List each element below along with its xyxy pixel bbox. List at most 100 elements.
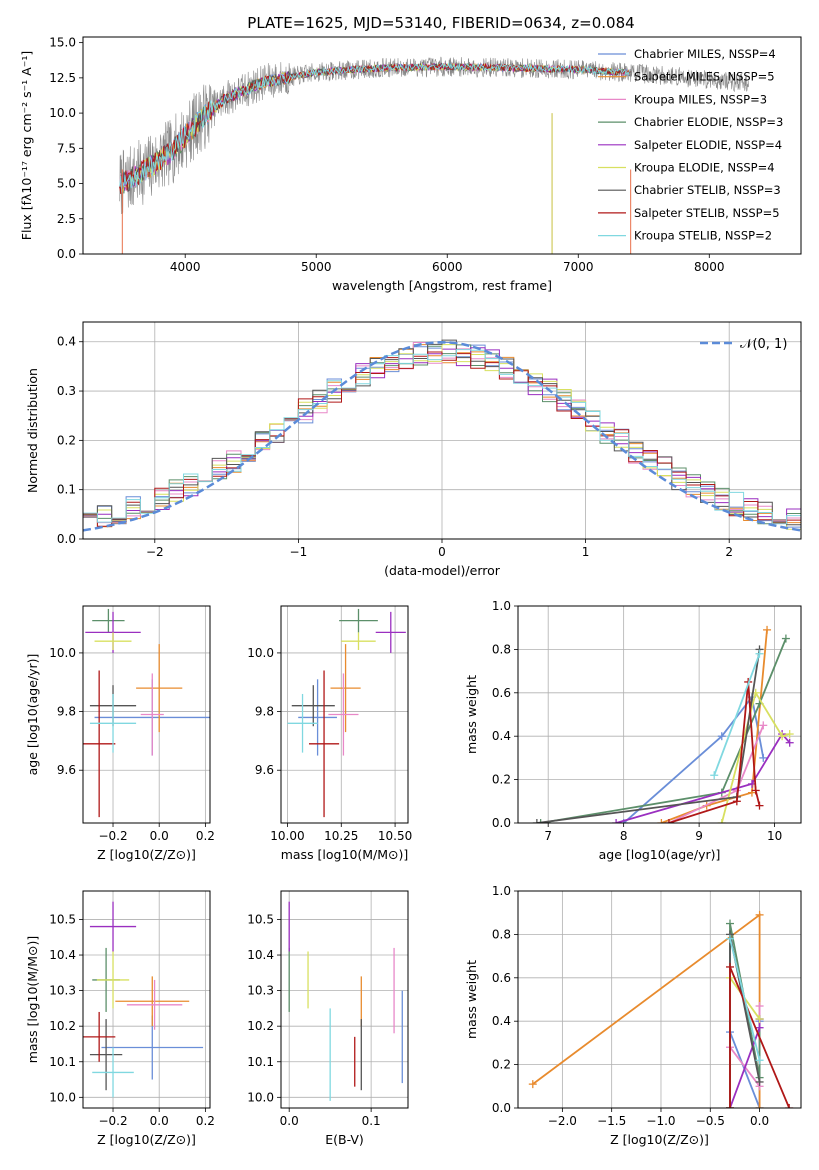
spectrum-legend: Chabrier MILES, NSSP=4 Salpeter MILES, NS… <box>598 47 783 243</box>
plus-marker <box>612 819 621 823</box>
legend-label: Kroupa MILES, NSSP=3 <box>634 92 767 106</box>
x-tick-label: 10.00 <box>270 829 304 843</box>
y-tick-label: 0.6 <box>492 686 511 700</box>
x-tick-label: 10.50 <box>378 829 412 843</box>
error-bar-point <box>89 1019 123 1091</box>
x-tick-label: 8000 <box>694 260 725 274</box>
plus-marker <box>726 919 735 928</box>
y-tick-label: 0.2 <box>492 773 511 787</box>
x-tick-label: 0 <box>438 545 446 559</box>
weight-vs-Z-plot-area <box>528 910 794 1108</box>
y-tick-label: 10.5 <box>49 912 76 926</box>
y-tick-label: 0.1 <box>57 483 76 497</box>
age-vs-mass-axes: 10.00 10.25 10.50 9.6 9.8 10.0 mass [log10(M/M… <box>247 605 412 862</box>
legend-label: Salpeter ELODIE, NSSP=4 <box>634 138 782 152</box>
y-axis-label: Flux [fλ10⁻¹⁷ erg cm⁻² s⁻¹ A⁻¹] <box>19 51 34 240</box>
error-bar-point <box>92 608 125 633</box>
x-tick-label: 0.0 <box>750 1114 769 1128</box>
axes-frame <box>82 890 211 1109</box>
plus-marker <box>528 1080 537 1089</box>
x-tick-label: 7000 <box>563 260 594 274</box>
x-tick-label: −2.0 <box>548 1114 577 1128</box>
weight-vs-Z-axes: −2.0 −1.5 −1.0 −0.5 0.0 0.0 0.2 0.4 0.6 0.8 1.0 Z [… <box>464 884 802 1147</box>
x-axis-label: Z [log10(Z/Z⊙)] <box>97 1132 196 1147</box>
x-tick-label: −0.2 <box>98 1114 127 1128</box>
y-tick-label: 9.8 <box>57 705 76 719</box>
plus-marker <box>755 1002 764 1011</box>
legend-label: 𝒩(0, 1) <box>740 337 787 352</box>
y-axis-label: age [log10(age/yr)] <box>25 654 40 776</box>
age-vs-Z-plot-area <box>83 608 210 818</box>
x-tick-label: −2 <box>146 545 164 559</box>
y-tick-label: 10.0 <box>247 1090 274 1104</box>
weight-series-line <box>540 638 787 823</box>
spectrum-axes: 4000 5000 6000 7000 8000 0.0 2.5 5.0 7.5 10.0 12.5… <box>19 36 802 293</box>
y-tick-label: 10.3 <box>247 984 274 998</box>
plus-marker <box>781 634 790 643</box>
error-bar-point <box>92 1047 134 1098</box>
x-tick-label: 6000 <box>432 260 463 274</box>
legend-label: Chabrier STELIB, NSSP=3 <box>634 183 781 197</box>
x-tick-label: 7 <box>544 829 552 843</box>
error-bar-point <box>291 685 335 727</box>
y-tick-label: 0.2 <box>492 1058 511 1072</box>
x-tick-label: 2 <box>725 545 733 559</box>
y-tick-label: 0.0 <box>492 816 511 830</box>
weight-series-line <box>720 690 790 823</box>
x-tick-label: 5000 <box>301 260 332 274</box>
plus-marker <box>778 732 787 741</box>
y-axis-label: mass [log10(M/M⊙)] <box>25 936 40 1064</box>
axes-frame <box>82 605 211 824</box>
error-bar-point <box>89 693 137 753</box>
y-tick-label: 9.8 <box>255 705 274 719</box>
x-tick-label: 1 <box>582 545 590 559</box>
plus-marker <box>759 721 768 730</box>
plus-marker <box>726 934 735 943</box>
error-bar-point <box>328 673 359 756</box>
plus-marker <box>755 1104 764 1108</box>
y-tick-label: 10.1 <box>49 1055 76 1069</box>
residual-histogram <box>83 349 801 525</box>
axes-frame <box>280 605 409 824</box>
weight-vs-age-axes: 7 8 9 10 0.0 0.2 0.4 0.6 0.8 1.0 age [log10(age/yr… <box>464 599 802 862</box>
y-tick-label: 12.5 <box>49 71 76 85</box>
y-tick-label: 10.2 <box>247 1019 274 1033</box>
y-tick-label: 7.5 <box>57 141 76 155</box>
x-axis-label: E(B-V) <box>325 1132 364 1147</box>
weight-series-line <box>713 653 761 776</box>
x-tick-label: −1.5 <box>597 1114 626 1128</box>
y-axis-label: mass weight <box>464 960 479 1039</box>
y-axis-label: Normed distribution <box>25 368 40 493</box>
residuals-axes: −2 −1 0 1 2 0.0 0.1 0.2 0.3 0.4 (data-model)/error… <box>25 321 802 578</box>
plus-marker <box>726 962 735 971</box>
x-axis-label: (data-model)/error <box>384 563 501 578</box>
x-tick-label: 0.2 <box>196 1114 215 1128</box>
model-spectrum-line <box>119 61 631 193</box>
plus-marker <box>759 753 768 762</box>
axes-frame <box>82 36 802 255</box>
plus-marker <box>657 819 666 823</box>
x-tick-label: −1.0 <box>646 1114 675 1128</box>
legend-label: Chabrier ELODIE, NSSP=3 <box>634 115 783 129</box>
x-axis-label: Z [log10(Z/Z⊙)] <box>97 847 196 862</box>
plus-marker <box>717 732 726 741</box>
error-bar-point <box>339 608 378 633</box>
x-tick-label: 0.0 <box>280 1114 299 1128</box>
axes-frame <box>517 890 802 1109</box>
figure-title: PLATE=1625, MJD=53140, FIBERID=0634, z=0… <box>247 14 634 32</box>
error-bar-point <box>308 670 340 818</box>
x-axis-label: wavelength [Angstrom, rest frame] <box>332 278 552 293</box>
axes-frame <box>280 890 409 1109</box>
plus-marker <box>664 819 673 823</box>
axes-frame <box>82 321 802 540</box>
legend-label: Salpeter MILES, NSSP=5 <box>634 70 775 84</box>
y-tick-label: 2.5 <box>57 212 76 226</box>
y-tick-label: 0.3 <box>57 384 76 398</box>
plus-marker <box>755 649 764 658</box>
plus-marker <box>755 1015 764 1024</box>
error-bar-point <box>115 976 190 1027</box>
error-bar-point <box>136 644 183 733</box>
error-bar-point <box>287 693 318 753</box>
spectrum-plot-area <box>119 56 749 254</box>
